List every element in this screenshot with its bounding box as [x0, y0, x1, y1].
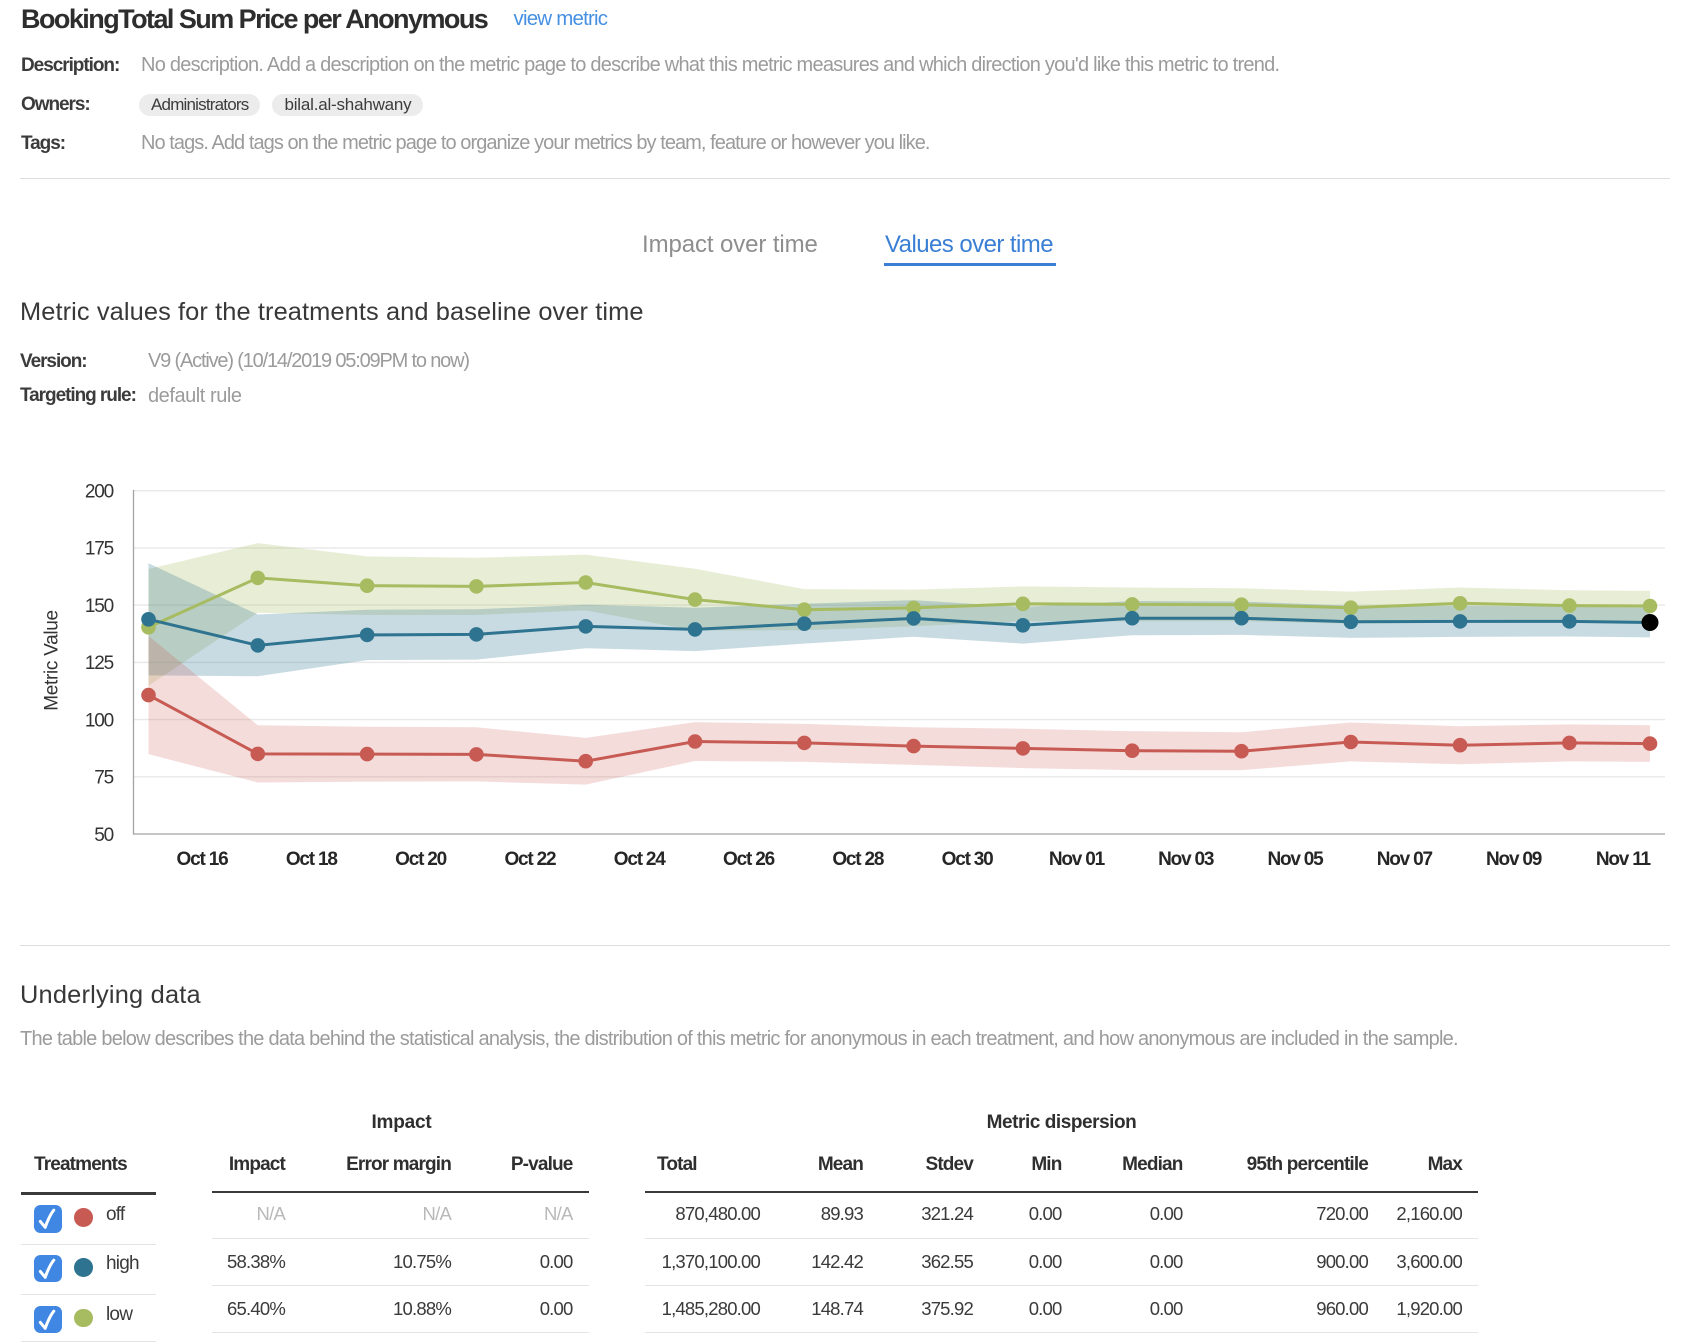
- svg-text:50: 50: [94, 825, 113, 846]
- svg-text:Nov 01: Nov 01: [1049, 849, 1106, 870]
- svg-text:Nov 07: Nov 07: [1377, 849, 1433, 870]
- svg-text:Oct 20: Oct 20: [395, 849, 447, 870]
- svg-text:Oct 30: Oct 30: [942, 849, 994, 870]
- svg-text:Nov 11: Nov 11: [1596, 849, 1652, 870]
- svg-text:Metric Value: Metric Value: [42, 610, 63, 711]
- svg-text:Oct 26: Oct 26: [723, 849, 775, 870]
- svg-text:Nov 03: Nov 03: [1158, 849, 1214, 870]
- svg-text:175: 175: [85, 539, 114, 560]
- svg-text:200: 200: [85, 482, 114, 503]
- svg-text:125: 125: [85, 653, 114, 674]
- svg-text:Nov 05: Nov 05: [1267, 849, 1324, 870]
- svg-text:150: 150: [85, 596, 114, 617]
- svg-text:75: 75: [94, 768, 113, 789]
- svg-text:Oct 16: Oct 16: [177, 849, 229, 870]
- svg-text:Oct 24: Oct 24: [614, 849, 667, 870]
- svg-text:Oct 22: Oct 22: [504, 849, 556, 870]
- svg-text:Oct 28: Oct 28: [832, 849, 884, 870]
- svg-text:100: 100: [85, 710, 114, 731]
- svg-text:Oct 18: Oct 18: [286, 849, 338, 870]
- svg-text:Nov 09: Nov 09: [1486, 849, 1542, 870]
